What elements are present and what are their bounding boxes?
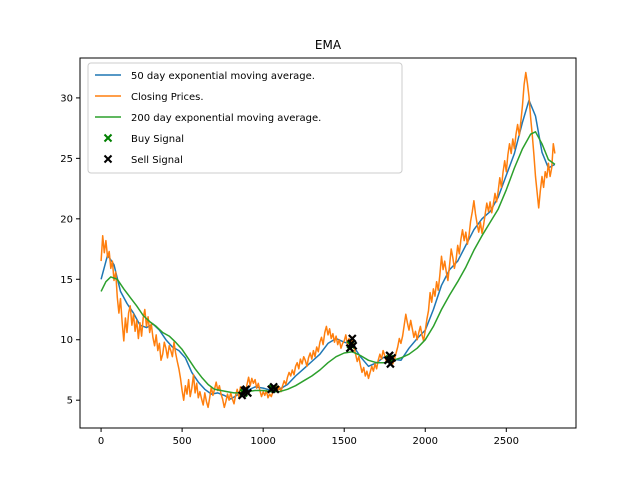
y-axis: 5 10 15 20 25 30 xyxy=(60,93,80,407)
legend-entry: Buy Signal xyxy=(103,133,184,145)
x-tick-label: 0 xyxy=(98,436,104,447)
plot-frame xyxy=(79,57,577,429)
sell-signal-marker xyxy=(348,341,358,351)
series-layer xyxy=(100,71,556,409)
sell-signal-marker xyxy=(243,388,253,398)
legend-label: Buy Signal xyxy=(131,134,184,145)
legend-label: Sell Signal xyxy=(131,155,183,166)
x-axis: 0 500 1000 1500 2000 2500 xyxy=(98,428,519,447)
legend: 50 day exponential moving average. Closin… xyxy=(87,62,403,174)
legend-marker-swatch xyxy=(103,133,113,143)
legend-label: Closing Prices. xyxy=(131,92,204,103)
y-tick-label: 5 xyxy=(67,396,73,407)
series-line-0 xyxy=(100,99,556,400)
x-tick-label: 1000 xyxy=(250,436,275,447)
x-tick-label: 1500 xyxy=(331,436,356,447)
sell-signal-marker xyxy=(237,391,247,400)
y-tick-label: 20 xyxy=(60,214,73,225)
series-line-1 xyxy=(100,71,556,409)
series-line-2 xyxy=(100,131,556,394)
signal-marker-layer xyxy=(237,334,397,400)
legend-label: 200 day exponential moving average. xyxy=(131,113,321,124)
sell-signal-marker xyxy=(271,385,280,394)
legend-entry: 200 day exponential moving average. xyxy=(95,113,321,124)
legend-entry: 50 day exponential moving average. xyxy=(95,71,315,82)
y-tick-label: 25 xyxy=(60,154,73,165)
sell-signal-marker xyxy=(348,334,357,343)
legend-box xyxy=(87,62,403,174)
legend-label: 50 day exponential moving average. xyxy=(131,71,315,82)
y-tick-label: 30 xyxy=(60,93,73,104)
x-tick-label: 2500 xyxy=(494,436,519,447)
x-tick-label: 2000 xyxy=(413,436,438,447)
y-tick-label: 15 xyxy=(60,275,73,286)
y-tick-label: 10 xyxy=(60,335,73,346)
legend-marker-swatch xyxy=(103,154,113,164)
chart-title: EMA xyxy=(315,38,342,52)
legend-entry: Sell Signal xyxy=(103,154,183,166)
x-tick-label: 500 xyxy=(173,436,192,447)
legend-entry: Closing Prices. xyxy=(95,92,204,103)
sell-signal-marker xyxy=(387,353,397,363)
sell-signal-marker xyxy=(386,359,395,369)
